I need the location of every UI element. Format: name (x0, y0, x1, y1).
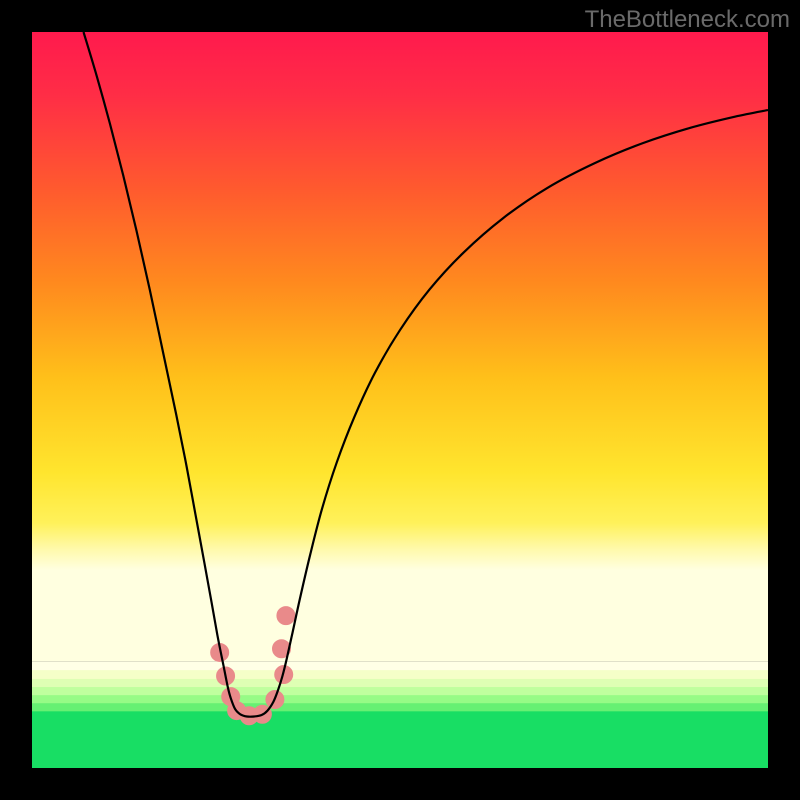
data-marker (277, 607, 295, 625)
band (32, 661, 768, 670)
band (32, 687, 768, 696)
band (32, 695, 768, 704)
gradient-background (32, 32, 768, 661)
plot-area (32, 32, 768, 768)
band (32, 703, 768, 712)
chart-svg (32, 32, 768, 768)
bottom-bands (32, 661, 768, 768)
band (32, 670, 768, 679)
band (32, 711, 768, 768)
source-watermark: TheBottleneck.com (585, 6, 790, 34)
band (32, 679, 768, 688)
chart-frame: TheBottleneck.com (0, 0, 800, 800)
